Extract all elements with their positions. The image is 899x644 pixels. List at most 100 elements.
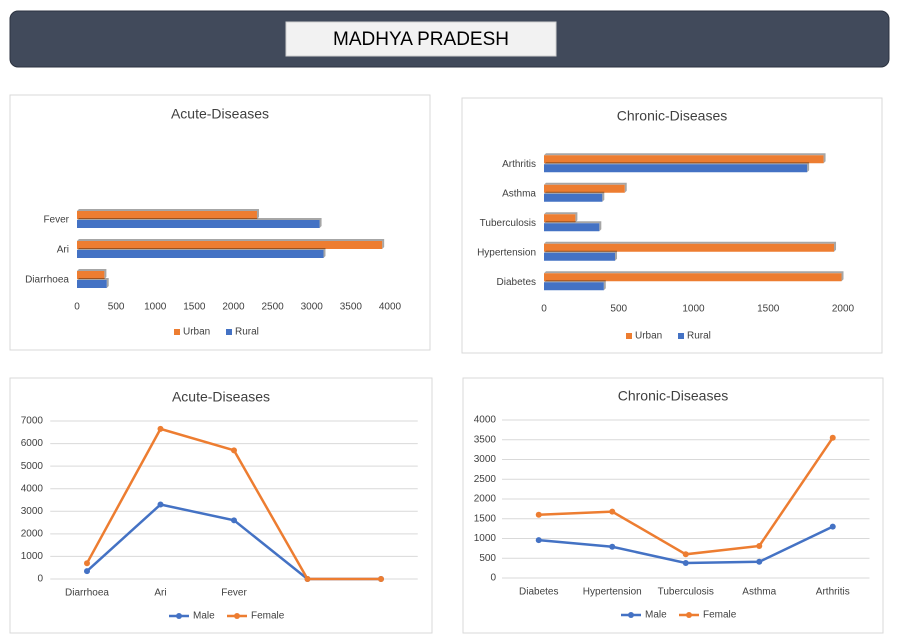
point: [304, 576, 311, 582]
point: [157, 425, 164, 432]
x-tick-label: 1000: [144, 302, 167, 313]
point: [756, 558, 763, 565]
x-tick-label: 1500: [183, 302, 206, 313]
y-tick-label: Ari: [57, 245, 69, 256]
legend-marker: [628, 612, 634, 618]
legend-label: Female: [251, 611, 285, 622]
y-tick-label: 3000: [21, 506, 44, 517]
legend-label: Urban: [183, 327, 210, 338]
legend-swatch: [174, 329, 180, 335]
y-tick-label: 1000: [474, 533, 497, 544]
x-tick-label: Asthma: [742, 587, 776, 598]
y-tick-label: 0: [37, 574, 43, 585]
y-tick-label: 3500: [474, 434, 497, 445]
x-tick-label: 3500: [340, 302, 363, 313]
y-tick-label: 1500: [474, 513, 497, 524]
y-tick-label: 3000: [474, 454, 497, 465]
y-tick-label: Arthritis: [502, 159, 536, 170]
point: [829, 523, 836, 530]
chart-title: Acute-Diseases: [172, 389, 270, 405]
legend-label: Male: [645, 610, 667, 621]
header-title: MADHYA PRADESH: [333, 29, 509, 50]
legend-swatch: [226, 329, 232, 335]
legend-label: Male: [193, 611, 215, 622]
y-tick-label: 7000: [21, 416, 44, 427]
y-tick-label: 4000: [21, 483, 44, 494]
bar: [544, 273, 842, 282]
chart-title: Chronic-Diseases: [617, 108, 727, 124]
bar: [544, 155, 824, 164]
x-tick-label: 2000: [222, 302, 245, 313]
x-tick-label: Fever: [221, 588, 247, 599]
bar: [544, 184, 625, 193]
point: [829, 434, 836, 441]
legend-label: Female: [703, 610, 737, 621]
legend-marker: [234, 613, 240, 619]
bar: [77, 250, 324, 258]
bar: [77, 280, 107, 288]
y-tick-label: 1000: [21, 551, 44, 562]
x-tick-label: Tuberculosis: [658, 587, 714, 598]
legend-marker: [686, 612, 692, 618]
y-tick-label: 2000: [474, 494, 497, 505]
bar: [77, 241, 383, 249]
bar: [544, 252, 616, 261]
point: [535, 511, 542, 518]
bar: [544, 282, 604, 291]
bar: [544, 193, 603, 202]
point: [756, 543, 763, 550]
header-title-box: [285, 21, 557, 57]
x-tick-label: 3000: [301, 302, 324, 313]
point: [84, 568, 90, 575]
x-tick-label: Hypertension: [583, 587, 642, 598]
x-tick-label: Ari: [154, 588, 166, 599]
chart-title: Acute-Diseases: [171, 106, 269, 122]
y-tick-label: 0: [490, 573, 496, 584]
y-tick-label: Fever: [43, 215, 69, 226]
y-tick-label: 2000: [21, 528, 44, 539]
x-tick-label: 0: [541, 304, 547, 315]
y-tick-label: 5000: [21, 461, 44, 472]
x-tick-label: 500: [610, 304, 627, 315]
x-tick-label: 2000: [832, 304, 855, 315]
legend-label: Urban: [635, 331, 662, 342]
y-tick-label: Diarrhoea: [25, 275, 69, 286]
point: [609, 508, 616, 515]
x-tick-label: 0: [74, 302, 80, 313]
y-tick-label: Hypertension: [477, 247, 536, 258]
legend-label: Rural: [687, 331, 711, 342]
bar: [77, 211, 257, 219]
x-tick-label: Diabetes: [519, 587, 558, 598]
point: [157, 501, 164, 508]
point: [609, 543, 616, 550]
y-tick-label: 6000: [21, 438, 44, 449]
y-tick-label: Tuberculosis: [480, 218, 536, 229]
point: [682, 559, 689, 566]
bar: [544, 243, 835, 252]
x-tick-label: 2500: [262, 302, 285, 313]
legend-swatch: [626, 333, 632, 339]
point: [231, 447, 237, 454]
bar: [544, 164, 808, 173]
x-tick-label: 500: [108, 302, 125, 313]
legend-label: Rural: [235, 327, 259, 338]
point: [231, 517, 237, 524]
x-tick-label: Diarrhoea: [65, 588, 109, 599]
y-tick-label: 4000: [474, 415, 497, 426]
point: [682, 551, 689, 558]
legend-marker: [176, 613, 182, 619]
y-tick-label: Diabetes: [497, 277, 536, 288]
chart-title: Chronic-Diseases: [618, 388, 728, 404]
x-tick-label: Arthritis: [816, 587, 850, 598]
y-tick-label: Asthma: [502, 188, 536, 199]
x-tick-label: 1500: [757, 304, 780, 315]
bar: [77, 271, 105, 279]
y-tick-label: 2500: [474, 474, 497, 485]
y-tick-label: 500: [479, 553, 496, 564]
point: [378, 576, 384, 582]
bar: [544, 214, 576, 223]
point: [84, 560, 90, 567]
x-tick-label: 4000: [379, 302, 402, 313]
